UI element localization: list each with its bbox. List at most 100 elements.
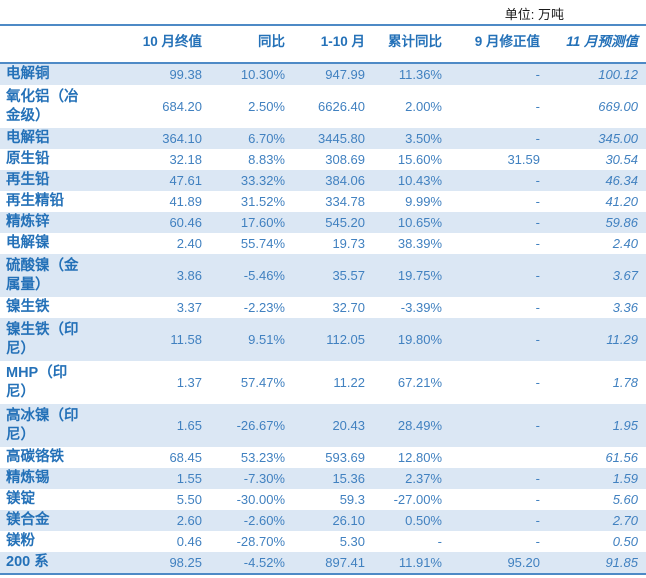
cell-nov-forecast: 3.36 <box>612 300 638 315</box>
cell-nov-forecast: 41.20 <box>605 194 638 209</box>
cell-sep-revised: - <box>535 332 540 347</box>
cell-oct-final: 47.61 <box>169 173 202 188</box>
cell-cum-yoy: 11.36% <box>398 67 442 82</box>
cell-sep-revised: - <box>535 194 540 209</box>
cell-yoy: -2.60% <box>243 513 285 528</box>
table-row: MHP（印 尼） 1.37 57.47% 11.22 67.21% - 1.78 <box>0 361 646 404</box>
cell-nov-forecast: 11.29 <box>606 332 638 347</box>
cell-sep-revised: - <box>535 173 540 188</box>
cell-yoy: 17.60% <box>240 215 285 230</box>
cell-oct-final: 364.10 <box>162 131 202 146</box>
cell-oct-final: 41.89 <box>169 194 202 209</box>
cell-jan-oct: 3445.80 <box>318 131 365 146</box>
row-label: 再生铅 <box>6 172 50 188</box>
cell-nov-forecast: 3.67 <box>612 268 638 283</box>
cell-nov-forecast: 59.86 <box>605 215 638 230</box>
cell-cum-yoy: 67.21% <box>397 375 442 390</box>
table-row: 镁粉 0.46 -28.70% 5.30 - - 0.50 <box>0 531 646 552</box>
cell-jan-oct: 308.69 <box>325 152 365 167</box>
row-label: 镍生铁（印 尼） <box>6 321 79 357</box>
table-row: 硫酸镍（金 属量） 3.86 -5.46% 35.57 19.75% - 3.67 <box>0 254 646 297</box>
cell-nov-forecast: 1.59 <box>612 471 638 486</box>
cell-nov-forecast: 669.00 <box>598 99 638 114</box>
cell-yoy: -4.52% <box>243 555 285 570</box>
cell-cum-yoy: 19.80% <box>397 332 442 347</box>
cell-jan-oct: 5.30 <box>339 534 365 549</box>
cell-yoy: 53.23% <box>240 450 285 465</box>
table-row: 高冰镍（印 尼） 1.65 -26.67% 20.43 28.49% - 1.95 <box>0 404 646 447</box>
table-row: 高碳铬铁 68.45 53.23% 593.69 12.80% 61.56 <box>0 447 646 468</box>
table-caption-bar: 单位: 万吨 <box>0 0 646 24</box>
table-row: 氧化铝（冶 金级） 684.20 2.50% 6626.40 2.00% - 669.00 <box>0 85 646 128</box>
cell-nov-forecast: 91.85 <box>605 555 638 570</box>
cell-cum-yoy: 11.91% <box>398 555 442 570</box>
cell-nov-forecast: 2.70 <box>612 513 638 528</box>
cell-oct-final: 1.37 <box>176 375 202 390</box>
cell-jan-oct: 384.06 <box>325 173 365 188</box>
cell-jan-oct: 35.57 <box>332 268 365 283</box>
cell-nov-forecast: 30.54 <box>605 152 638 167</box>
cell-yoy: 2.50% <box>248 99 285 114</box>
cell-sep-revised: - <box>535 492 540 507</box>
cell-yoy: 57.47% <box>240 375 285 390</box>
cell-cum-yoy: -27.00% <box>393 492 442 507</box>
cell-cum-yoy: 2.00% <box>405 99 442 114</box>
cell-jan-oct: 26.10 <box>332 513 365 528</box>
cell-jan-oct: 545.20 <box>325 215 365 230</box>
row-label: 高冰镍（印 尼） <box>6 407 79 443</box>
row-label: MHP（印 尼） <box>6 364 68 400</box>
cell-jan-oct: 32.70 <box>332 300 365 315</box>
cell-yoy: 33.32% <box>240 173 285 188</box>
cell-cum-yoy: 38.39% <box>397 236 442 251</box>
row-label: 200 系 <box>6 554 49 570</box>
cell-yoy: -7.30% <box>243 471 285 486</box>
table-row: 镍生铁 3.37 -2.23% 32.70 -3.39% - 3.36 <box>0 297 646 318</box>
row-label: 镁合金 <box>6 512 50 528</box>
table-row: 再生铅 47.61 33.32% 384.06 10.43% - 46.34 <box>0 170 646 191</box>
table-row: 电解镍 2.40 55.74% 19.73 38.39% - 2.40 <box>0 233 646 254</box>
cell-nov-forecast: 0.50 <box>612 534 638 549</box>
cell-sep-revised: - <box>535 67 540 82</box>
cell-yoy: -2.23% <box>243 300 285 315</box>
cell-yoy: 9.51% <box>248 332 285 347</box>
column-header-cum-yoy: 累计同比 <box>388 34 442 49</box>
cell-oct-final: 98.25 <box>169 555 202 570</box>
cell-yoy: -30.00% <box>236 492 285 507</box>
cell-oct-final: 3.86 <box>176 268 202 283</box>
unit-label: 单位: 万吨 <box>504 7 564 22</box>
column-header-nov-forecast: 11 月预测值 <box>566 34 638 49</box>
column-header-yoy: 同比 <box>258 34 285 49</box>
cell-jan-oct: 19.73 <box>332 236 365 251</box>
cell-oct-final: 11.58 <box>170 332 202 347</box>
row-label: 镁粉 <box>6 533 35 549</box>
cell-oct-final: 3.37 <box>176 300 202 315</box>
cell-cum-yoy: - <box>437 534 442 549</box>
row-label: 氧化铝（冶 金级） <box>6 88 79 124</box>
row-label: 精炼锡 <box>6 470 50 486</box>
cell-yoy: 55.74% <box>240 236 285 251</box>
cell-sep-revised <box>447 447 545 468</box>
row-label: 原生铅 <box>6 151 50 167</box>
cell-oct-final: 99.38 <box>169 67 202 82</box>
cell-cum-yoy: -3.39% <box>400 300 442 315</box>
table-row: 镁合金 2.60 -2.60% 26.10 0.50% - 2.70 <box>0 510 646 531</box>
cell-oct-final: 2.40 <box>176 236 202 251</box>
cell-sep-revised: - <box>535 471 540 486</box>
cell-yoy: -28.70% <box>236 534 285 549</box>
table-row: 电解铝 364.10 6.70% 3445.80 3.50% - 345.00 <box>0 128 646 149</box>
cell-jan-oct: 20.43 <box>332 418 365 433</box>
cell-sep-revised: - <box>535 215 540 230</box>
row-label: 镁锭 <box>6 491 35 507</box>
cell-jan-oct: 897.41 <box>325 555 365 570</box>
cell-yoy: 8.83% <box>248 152 285 167</box>
cell-nov-forecast: 2.40 <box>612 236 638 251</box>
cell-oct-final: 0.46 <box>176 534 202 549</box>
table-row: 电解铜 99.38 10.30% 947.99 11.36% - 100.12 <box>0 64 646 85</box>
cell-oct-final: 32.18 <box>169 152 202 167</box>
cell-nov-forecast: 1.78 <box>612 375 638 390</box>
cell-yoy: -26.67% <box>236 418 285 433</box>
table-row: 精炼锡 1.55 -7.30% 15.36 2.37% - 1.59 <box>0 468 646 489</box>
cell-nov-forecast: 100.12 <box>598 67 638 82</box>
cell-cum-yoy: 28.49% <box>397 418 442 433</box>
